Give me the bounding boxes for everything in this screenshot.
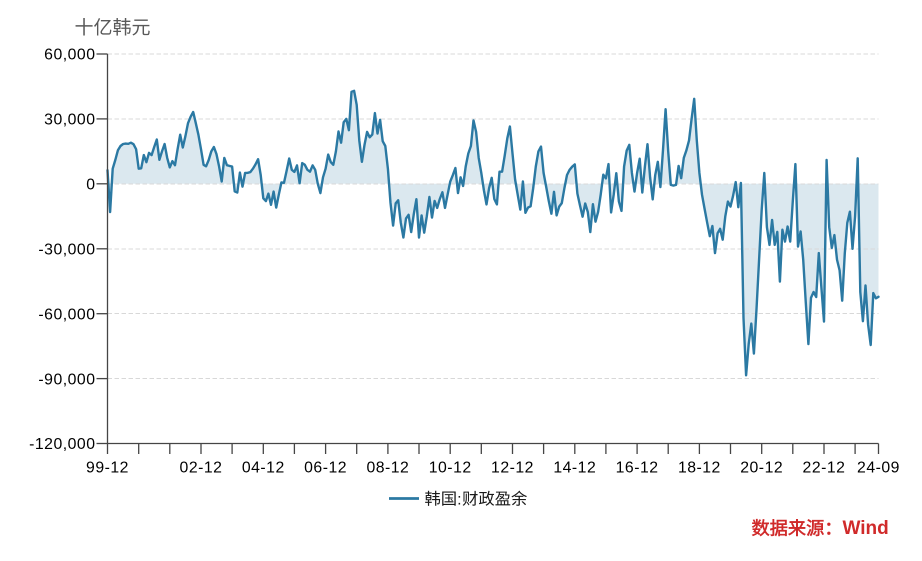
svg-text:02-12: 02-12 [180,459,223,476]
svg-text:20-12: 20-12 [740,459,783,476]
svg-text:Wind: Wind [843,518,889,539]
svg-text:14-12: 14-12 [553,459,596,476]
svg-text:16-12: 16-12 [616,459,659,476]
svg-text:-30,000: -30,000 [38,241,95,258]
svg-text:04-12: 04-12 [242,459,285,476]
svg-text:30,000: 30,000 [44,112,95,129]
svg-text:-120,000: -120,000 [29,436,95,453]
svg-text:99-12: 99-12 [86,459,129,476]
svg-text:-90,000: -90,000 [38,371,95,388]
svg-text:60,000: 60,000 [44,47,95,64]
svg-text:18-12: 18-12 [678,459,721,476]
svg-text::: : [457,492,461,509]
svg-text:0: 0 [86,177,95,194]
svg-text:24-09: 24-09 [857,459,900,476]
svg-text:08-12: 08-12 [366,459,409,476]
svg-text:06-12: 06-12 [304,459,347,476]
svg-text:12-12: 12-12 [491,459,534,476]
svg-text:10-12: 10-12 [429,459,472,476]
svg-text:-60,000: -60,000 [38,306,95,323]
svg-text:22-12: 22-12 [803,459,846,476]
